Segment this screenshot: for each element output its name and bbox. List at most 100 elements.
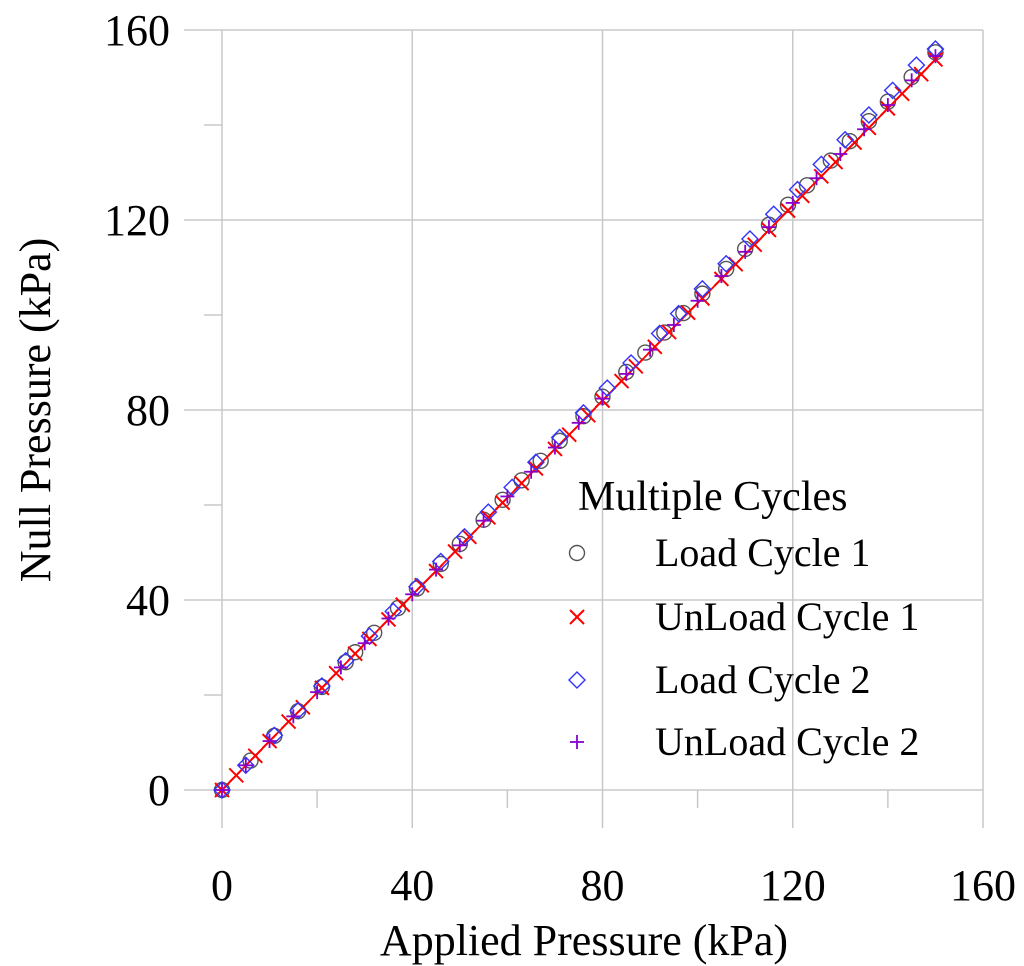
x-marker-stroke xyxy=(894,85,910,102)
data-point xyxy=(637,344,654,361)
data-point xyxy=(714,269,729,284)
data-point xyxy=(690,293,705,308)
data-point xyxy=(310,685,325,700)
data-point xyxy=(727,256,744,272)
data-point xyxy=(524,464,539,479)
legend-item: Load Cycle 1 xyxy=(568,530,871,575)
legend-label: Load Cycle 2 xyxy=(655,657,871,702)
data-point xyxy=(894,85,910,102)
data-point xyxy=(312,676,331,695)
x-tick-label: 120 xyxy=(760,861,826,910)
x-marker-stroke xyxy=(846,134,863,151)
data-point xyxy=(785,195,800,210)
data-point xyxy=(513,472,530,489)
data-point xyxy=(836,130,855,149)
data-point xyxy=(215,783,229,797)
data-point xyxy=(643,342,658,357)
data-point xyxy=(228,767,244,783)
data-point xyxy=(859,106,878,125)
data-point xyxy=(561,426,577,443)
diamond-marker xyxy=(503,478,522,497)
circle-marker xyxy=(532,452,549,470)
data-point xyxy=(236,756,255,775)
diamond-marker xyxy=(568,671,586,689)
circle-marker xyxy=(637,344,654,361)
data-point xyxy=(846,134,863,151)
data-point xyxy=(289,701,308,720)
data-point xyxy=(669,304,688,323)
data-point xyxy=(788,180,807,199)
data-point xyxy=(247,748,264,764)
circle-marker xyxy=(656,324,673,341)
x-marker-stroke xyxy=(513,475,530,491)
x-marker-stroke xyxy=(794,188,810,204)
data-point xyxy=(764,205,783,224)
legend-marker xyxy=(569,609,585,625)
data-point xyxy=(740,230,759,248)
data-point xyxy=(650,324,669,343)
data-point xyxy=(432,555,449,573)
data-point xyxy=(461,529,478,545)
diamond-marker xyxy=(574,403,593,422)
diamond-marker xyxy=(717,254,736,273)
diamond-marker xyxy=(883,81,902,100)
series-unload-cycle-2 xyxy=(215,49,943,797)
y-tick-label: 80 xyxy=(126,386,170,435)
y-axis-label: Null Pressure (kPa) xyxy=(11,238,60,583)
x-tick-label: 40 xyxy=(390,861,434,910)
data-point xyxy=(213,781,231,799)
data-point xyxy=(452,538,467,553)
diamond-marker xyxy=(740,230,759,248)
data-point xyxy=(595,391,610,406)
y-tick-label: 40 xyxy=(126,576,170,625)
diamond-marker xyxy=(289,701,308,720)
grid xyxy=(184,29,984,828)
y-tick-label: 160 xyxy=(104,6,170,55)
legend-item: UnLoad Cycle 1 xyxy=(569,594,919,639)
diamond-marker xyxy=(213,781,231,799)
data-point xyxy=(928,49,943,64)
circle-marker xyxy=(798,177,816,194)
data-point xyxy=(547,440,562,455)
data-point xyxy=(833,146,848,161)
x-tick-label: 80 xyxy=(581,861,625,910)
y-tick-label: 120 xyxy=(104,196,170,245)
data-point xyxy=(794,188,810,204)
legend-marker xyxy=(568,544,586,562)
legend-label: UnLoad Cycle 2 xyxy=(655,719,919,764)
data-point xyxy=(503,478,522,497)
diamond-marker xyxy=(907,56,926,75)
x-axis-label: Applied Pressure (kPa) xyxy=(380,916,788,965)
data-point xyxy=(286,709,301,724)
data-point xyxy=(513,475,530,491)
tick-labels: 0 40 80 120 160 0 40 80 120 160 xyxy=(104,6,1016,910)
data-point xyxy=(574,403,593,422)
data-point xyxy=(622,353,641,372)
diamond-marker xyxy=(236,756,255,775)
x-marker-stroke xyxy=(569,609,585,625)
diamond-marker xyxy=(669,304,688,323)
data-point xyxy=(262,734,277,749)
data-point xyxy=(346,644,364,661)
series-layer xyxy=(213,40,945,799)
data-point xyxy=(693,279,712,298)
diamond-marker xyxy=(836,130,855,149)
legend-title: Multiple Cycles xyxy=(578,474,847,520)
data-point xyxy=(238,758,253,773)
data-point xyxy=(675,304,692,322)
data-point xyxy=(571,415,586,430)
legend-label: UnLoad Cycle 1 xyxy=(655,594,919,639)
legend-marker xyxy=(570,735,584,749)
data-point xyxy=(429,562,444,577)
data-point xyxy=(532,452,549,470)
circle-marker xyxy=(513,472,530,489)
x-marker-stroke xyxy=(727,256,744,272)
data-point xyxy=(526,453,545,472)
data-point xyxy=(333,660,348,675)
diamond-marker xyxy=(812,155,831,174)
diamond-marker xyxy=(622,353,641,372)
legend: Multiple Cycles Load Cycle 1 UnLoad Cycle… xyxy=(568,474,919,764)
data-point xyxy=(883,81,902,100)
data-point xyxy=(666,317,681,332)
data-point xyxy=(494,491,511,508)
